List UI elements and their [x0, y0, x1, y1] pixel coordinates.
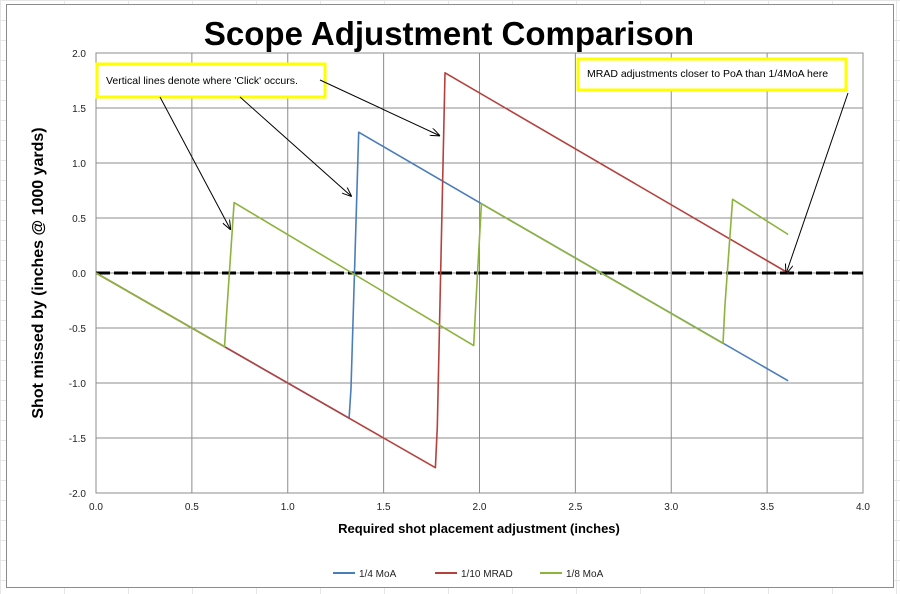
y-tick-label: -2.0 — [69, 489, 87, 500]
x-tick-label: 4.0 — [856, 502, 870, 513]
x-tick-label: 0.5 — [185, 502, 199, 513]
x-tick-label: 3.0 — [664, 502, 678, 513]
series-lines — [95, 72, 789, 469]
chart-title: Scope Adjustment Comparison — [204, 15, 694, 52]
y-axis-label: Shot missed by (inches @ 1000 yards) — [30, 127, 47, 418]
legend-label-1-4-moa: 1/4 MoA — [359, 569, 397, 580]
chart-area — [6, 4, 894, 588]
annotation-box — [95, 62, 327, 99]
legend-label-1-8-moa: 1/8 MoA — [566, 569, 604, 580]
annotation-text: Vertical lines denote where 'Click' occu… — [106, 75, 298, 87]
y-tick-label: 2.0 — [72, 49, 86, 60]
series-line-1-10-mrad — [95, 72, 789, 469]
x-tick-label: 2.5 — [568, 502, 582, 513]
x-tick-label: 0.0 — [89, 502, 103, 513]
annotation-arrow — [239, 96, 351, 196]
legend: 1/4 MoA 1/10 MRAD 1/8 MoA — [333, 569, 604, 580]
annotations: Vertical lines denote where 'Click' occu… — [95, 57, 849, 273]
x-tick-labels: 0.0 0.5 1.0 1.5 2.0 2.5 3.0 3.5 4.0 — [89, 502, 870, 513]
x-tick-label: 2.0 — [473, 502, 487, 513]
y-tick-label: 0.0 — [72, 269, 86, 280]
annotation-arrow — [319, 79, 439, 136]
y-tick-label: 0.5 — [72, 214, 86, 225]
y-tick-labels: 2.0 1.5 1.0 0.5 0.0 -0.5 -1.0 -1.5 -2.0 — [69, 49, 87, 500]
x-tick-label: 3.5 — [760, 502, 774, 513]
legend-label-1-10-mrad: 1/10 MRAD — [461, 569, 513, 580]
annotation-box — [576, 57, 848, 92]
x-axis-label: Required shot placement adjustment (inch… — [338, 521, 620, 536]
y-tick-label: -0.5 — [69, 324, 87, 335]
annotation-text: MRAD adjustments closer to PoA than 1/4M… — [587, 68, 828, 80]
y-tick-label: 1.0 — [72, 159, 86, 170]
y-tick-label: -1.5 — [69, 434, 87, 445]
y-tick-label: 1.5 — [72, 104, 86, 115]
x-tick-label: 1.0 — [281, 502, 295, 513]
annotation-arrow — [786, 92, 849, 273]
series-line-1-8-moa — [95, 198, 789, 348]
annotation-arrow — [159, 96, 230, 229]
y-tick-label: -1.0 — [69, 379, 87, 390]
x-tick-label: 1.5 — [377, 502, 391, 513]
